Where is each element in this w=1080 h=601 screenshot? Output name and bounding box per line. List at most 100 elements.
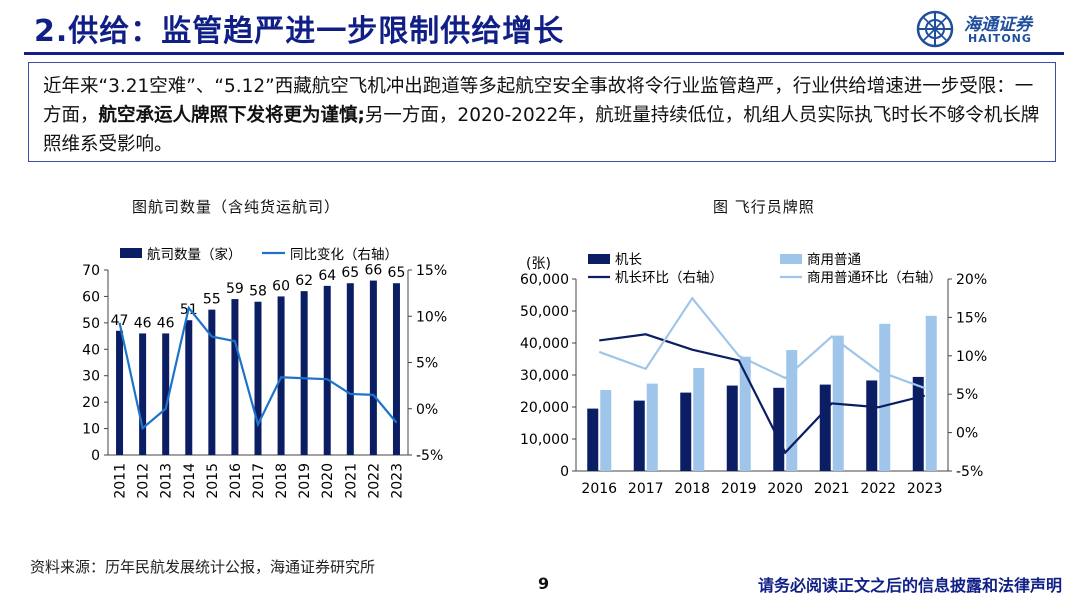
disclaimer-text: 请务必阅读正文之后的信息披露和法律声明 (757, 576, 1062, 595)
chart1-left-tick-label: 70 (82, 263, 100, 279)
chart2-x-tick-label: 2023 (907, 481, 943, 497)
chart1-data-label: 66 (364, 263, 382, 279)
chart1-title: 图航司数量（含纯货运航司） (132, 198, 341, 216)
chart2-legend-label: 商用普通环比（右轴） (807, 270, 942, 286)
chart1-x-tick-label: 2020 (320, 463, 336, 499)
chart2-x-tick-label: 2018 (674, 481, 710, 497)
chart2-bar-commercial (925, 315, 937, 471)
chart2-bar-commercial (739, 356, 751, 471)
chart1-x-tick-label: 2022 (366, 463, 382, 499)
chart2-bar-captain (680, 392, 692, 471)
chart1-right-tick-label: 0% (416, 402, 438, 418)
company-logo: 海通证券 HAITONG (914, 8, 1064, 50)
chart2-bar-commercial (832, 335, 844, 471)
chart1-right-tick-label: -5% (416, 448, 443, 464)
chart2-right-tick-label: 15% (956, 310, 987, 326)
summary-text-bold: 航空承运人牌照下发将更为谨慎; (98, 105, 365, 126)
chart1-bar (254, 301, 262, 455)
chart1-bar (392, 283, 400, 455)
chart1-left-tick-label: 20 (82, 395, 100, 411)
chart1-data-label: 51 (180, 302, 198, 318)
chart2-left-tick-label: 60,000 (520, 272, 569, 288)
summary-text-part2: 另一方面，2020-2022年，航班量持续低位，机组人员实际执飞时长不够令机长牌… (43, 105, 1040, 155)
chart2-captain-mom-line (599, 333, 926, 455)
chart2-left-tick-label: 30,000 (520, 368, 569, 384)
chart1-data-label: 64 (318, 268, 336, 284)
chart2-left-tick-label: 20,000 (520, 400, 569, 416)
chart2-bar-captain (773, 387, 785, 471)
chart1-x-tick-label: 2017 (251, 463, 267, 499)
chart1-data-label: 47 (111, 313, 129, 329)
chart1-x-tick-label: 2015 (205, 463, 221, 499)
chart2-bar-commercial (879, 323, 891, 471)
haitong-logo-icon (916, 10, 954, 48)
chart2-x-tick-label: 2020 (767, 481, 803, 497)
chart1-data-label: 65 (388, 265, 406, 281)
chart1-bar (116, 330, 124, 455)
chart2-bar-captain (819, 384, 831, 471)
chart1-bar (277, 296, 285, 455)
chart2-legend-swatch-commercial (780, 254, 802, 264)
chart1-data-label: 60 (272, 278, 290, 294)
chart1-data-label: 65 (341, 265, 359, 281)
chart1-data-label: 55 (203, 292, 221, 308)
chart2-y-axis-unit: (张) (526, 256, 551, 272)
chart1-legend-label: 航司数量（家） (147, 246, 242, 263)
chart1-x-tick-label: 2012 (136, 463, 152, 499)
chart2-x-tick-label: 2022 (860, 481, 896, 497)
chart2-legend-swatch-captain (588, 254, 610, 264)
chart1-bar (231, 299, 239, 455)
chart2-x-tick-label: 2019 (721, 481, 757, 497)
chart2-title: 图 飞行员牌照 (713, 198, 815, 216)
logo-english-name: HAITONG (968, 32, 1032, 45)
chart1-bar (208, 309, 216, 455)
chart2-left-tick-label: 10,000 (520, 432, 569, 448)
chart1-bar (346, 283, 354, 455)
chart1-bar (162, 333, 170, 455)
chart2-left-tick-label: 40,000 (520, 336, 569, 352)
chart2-bar-captain (587, 408, 599, 471)
chart1-bar (369, 280, 377, 455)
chart1-x-tick-label: 2019 (297, 463, 313, 499)
chart2-commercial-mom-line (598, 296, 926, 390)
chart1-data-label: 62 (295, 273, 313, 289)
chart1-left-tick-label: 10 (82, 422, 100, 438)
chart2-right-tick-label: 10% (956, 349, 987, 365)
chart1-right-tick-label: 15% (416, 263, 447, 279)
source-note: 资料来源：历年民航发展统计公报，海通证券研究所 (30, 558, 376, 576)
chart1-bar (185, 320, 193, 455)
chart2-bar-captain (912, 376, 924, 471)
chart1-left-tick-label: 60 (82, 289, 100, 305)
chart2-x-tick-label: 2021 (814, 481, 850, 497)
header-divider (24, 52, 1064, 55)
summary-box: 近年来“3.21空难”、“5.12”西藏航空飞机冲出跑道等多起航空安全事故将令行… (28, 62, 1056, 162)
chart2-right-tick-label: 5% (956, 387, 978, 403)
chart2-bar-captain (866, 380, 878, 471)
chart1-data-label: 46 (134, 315, 152, 331)
chart1-yoy-line (118, 305, 398, 431)
chart1-right-tick-label: 5% (416, 356, 438, 372)
chart1-x-tick-label: 2013 (159, 463, 175, 499)
chart1-left-tick-label: 0 (91, 448, 100, 464)
chart1-left-tick-label: 40 (82, 342, 100, 358)
chart1-left-tick-label: 30 (82, 369, 100, 385)
chart1-bar (139, 333, 147, 455)
chart2-right-tick-label: -5% (956, 464, 983, 480)
chart1-data-label: 58 (249, 284, 267, 300)
chart2-bar-commercial (600, 390, 612, 471)
chart2-bar-commercial (693, 367, 705, 471)
chart2-x-tick-label: 2016 (581, 481, 617, 497)
chart1-x-tick-label: 2023 (389, 463, 405, 499)
chart1-right-tick-label: 10% (416, 309, 447, 325)
chart2-left-tick-label: 0 (560, 464, 569, 480)
chart2-bar-captain (633, 400, 645, 471)
chart1-legend-label: 同比变化（右轴） (290, 247, 398, 263)
page-title: 2.供给：监管趋严进一步限制供给增长 (34, 14, 565, 49)
chart2-left-tick-label: 50,000 (520, 304, 569, 320)
chart1-x-tick-label: 2016 (228, 463, 244, 499)
chart1-bar (300, 291, 308, 455)
chart2-right-tick-label: 20% (956, 272, 987, 288)
chart1-x-tick-label: 2021 (343, 463, 359, 499)
chart1-data-label: 59 (226, 281, 244, 297)
chart1-x-tick-label: 2014 (182, 463, 198, 499)
